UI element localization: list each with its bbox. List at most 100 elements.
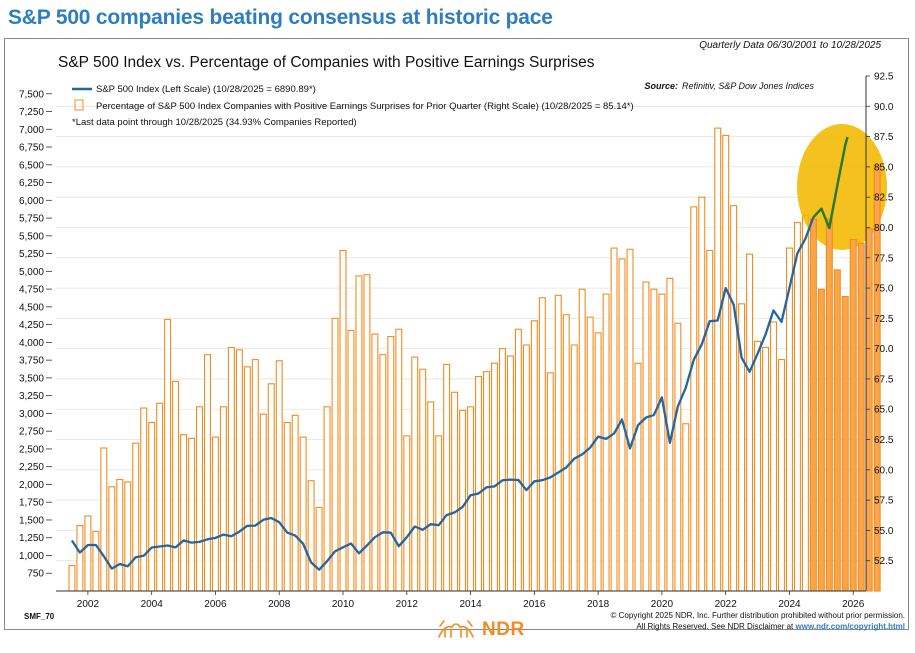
bar	[857, 242, 865, 592]
copyright-line-2-text: All Rights Reserved. See NDR Disclaimer …	[636, 622, 794, 631]
bar	[498, 348, 506, 592]
bar	[506, 355, 514, 592]
source-label: Source:	[644, 81, 678, 91]
right-tick-label: 92.5	[874, 72, 894, 83]
right-tick-label: 82.5	[874, 193, 894, 204]
highlight-circle	[797, 124, 887, 250]
left-tick-label: 7,500	[19, 89, 44, 100]
left-tick-label: 6,750	[19, 143, 44, 154]
x-tick-label: 2016	[523, 599, 546, 610]
chart-bars	[68, 127, 809, 592]
bar	[634, 362, 642, 592]
bar	[849, 239, 857, 592]
bar	[642, 281, 650, 592]
bar	[873, 165, 881, 592]
bar	[148, 422, 156, 592]
bar	[698, 196, 706, 592]
bar	[682, 423, 690, 592]
sp500-line-recent-path	[812, 136, 849, 230]
bar	[203, 354, 211, 592]
bar	[674, 322, 682, 592]
x-tick-label: 2002	[77, 599, 100, 610]
bar	[777, 358, 785, 592]
bar	[140, 407, 148, 592]
copyright-notice: © Copyright 2025 NDR, Inc. Further distr…	[611, 610, 905, 632]
bar	[865, 228, 873, 592]
right-tick-label: 80.0	[874, 223, 894, 234]
left-tick-label: 7,000	[19, 125, 44, 136]
bar	[793, 222, 801, 592]
bar	[809, 218, 817, 592]
bar	[475, 375, 483, 592]
x-tick-label: 2008	[268, 599, 291, 610]
bar	[259, 413, 267, 592]
bar	[770, 321, 778, 592]
bar	[530, 320, 538, 592]
right-tick-label: 72.5	[874, 314, 894, 325]
left-tick-label: 750	[27, 569, 44, 580]
bar	[196, 406, 204, 592]
left-tick-label: 1,500	[19, 516, 44, 527]
left-tick-label: 3,000	[19, 409, 44, 420]
sp500-line	[70, 136, 849, 571]
bar	[650, 288, 658, 592]
bar	[235, 349, 243, 592]
left-tick-label: 4,750	[19, 285, 44, 296]
bar	[251, 358, 259, 592]
left-tick-label: 6,250	[19, 178, 44, 189]
bar	[522, 344, 530, 592]
x-tick-label: 2024	[778, 599, 801, 610]
left-tick-label: 5,500	[19, 231, 44, 242]
ndr-logo: NDR	[436, 617, 525, 643]
bar	[243, 366, 251, 592]
bar	[92, 531, 100, 592]
x-tick-label: 2018	[587, 599, 610, 610]
left-tick-label: 2,250	[19, 462, 44, 473]
bar	[387, 335, 395, 592]
left-tick-label: 1,000	[19, 551, 44, 562]
bar	[626, 248, 634, 592]
legend-line-label: S&P 500 Index (Left Scale) (10/28/2025 =…	[96, 84, 316, 95]
bar	[211, 436, 219, 592]
bar	[514, 328, 522, 592]
right-tick-label: 62.5	[874, 435, 894, 446]
bar	[108, 486, 116, 592]
bar	[706, 249, 714, 592]
bar	[762, 346, 770, 592]
bar	[490, 362, 498, 592]
x-tick-label: 2020	[651, 599, 674, 610]
bar	[546, 372, 554, 592]
copyright-link[interactable]: www.ndr.com/copyright.html	[795, 622, 906, 631]
bar	[267, 383, 275, 592]
bar	[817, 288, 825, 592]
bar	[570, 344, 578, 592]
right-tick-label: 57.5	[874, 496, 894, 507]
x-tick-label: 2026	[842, 599, 865, 610]
bar	[116, 478, 124, 592]
bar	[690, 206, 698, 592]
bar	[483, 371, 491, 592]
chart-title: S&P 500 Index vs. Percentage of Companie…	[58, 54, 595, 71]
bar	[76, 525, 84, 592]
bar	[730, 205, 738, 592]
bar	[451, 391, 459, 592]
bar	[801, 214, 809, 592]
bar	[610, 247, 618, 592]
left-tick-label: 4,250	[19, 320, 44, 331]
left-tick-label: 5,750	[19, 214, 44, 225]
copyright-line-2: All Rights Reserved. See NDR Disclaimer …	[611, 621, 905, 632]
bar	[411, 356, 419, 592]
right-tick-label: 77.5	[874, 253, 894, 264]
right-tick-label: 75.0	[874, 284, 894, 295]
right-tick-label: 70.0	[874, 344, 894, 355]
sp500-line-path	[70, 216, 815, 571]
bar	[578, 288, 586, 592]
bar	[586, 316, 594, 592]
bar	[355, 275, 363, 592]
bar	[339, 249, 347, 592]
ndr-logo-text: NDR	[482, 619, 525, 640]
left-tick-label: 7,250	[19, 107, 44, 118]
bar	[172, 380, 180, 592]
right-tick-label: 60.0	[874, 465, 894, 476]
